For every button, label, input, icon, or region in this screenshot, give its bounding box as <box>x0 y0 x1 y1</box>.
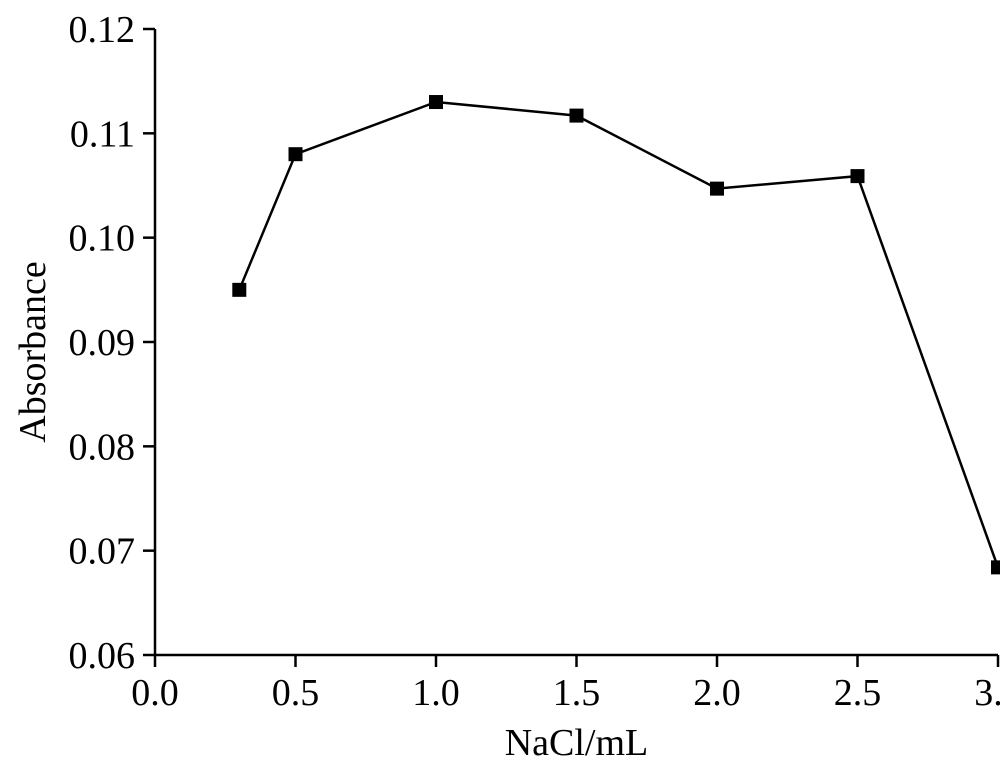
data-point-marker <box>991 560 1000 575</box>
data-point-marker <box>569 108 584 123</box>
data-point-marker <box>850 169 865 184</box>
y-tick-label: 0.11 <box>70 113 135 155</box>
y-axis: 0.06 0.07 0.08 0.09 0.10 0.11 0.12 <box>69 9 157 677</box>
x-tick-label: 1.0 <box>412 672 460 714</box>
x-axis-title: NaCl/mL <box>505 722 649 764</box>
x-axis: 0.0 0.5 1.0 1.5 2.0 2.5 3.0 <box>131 653 1000 714</box>
y-tick-label: 0.07 <box>69 531 136 573</box>
y-tick-label: 0.06 <box>69 635 136 677</box>
y-tick-label: 0.08 <box>69 426 136 468</box>
x-tick-label: 3.0 <box>974 672 1000 714</box>
data-point-marker <box>710 181 724 196</box>
y-tick-label: 0.09 <box>69 322 136 364</box>
data-point-marker <box>288 147 303 162</box>
y-tick-label: 0.12 <box>69 9 136 51</box>
data-point-marker <box>232 282 247 297</box>
y-tick-label: 0.10 <box>69 218 136 260</box>
x-tick-label: 2.5 <box>834 672 882 714</box>
series-line <box>238 100 1000 568</box>
x-tick-label: 2.0 <box>693 672 741 714</box>
data-point-marker <box>429 95 443 110</box>
series-layer <box>232 95 1000 575</box>
y-axis-title: Absorbance <box>12 261 54 442</box>
x-tick-label: 0.5 <box>272 672 320 714</box>
x-tick-label: 0.0 <box>131 672 179 714</box>
x-tick-label: 1.5 <box>553 672 601 714</box>
